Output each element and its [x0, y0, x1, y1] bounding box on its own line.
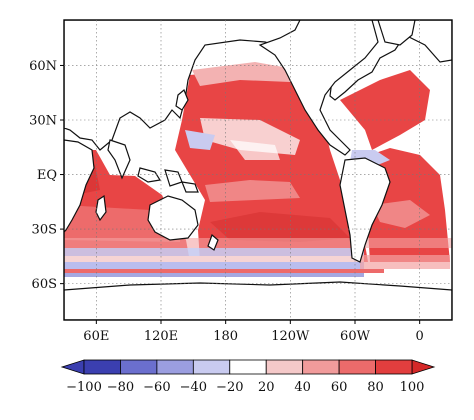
- colorbar-swatch: [120, 359, 158, 375]
- greenland-landmass: [377, 20, 416, 46]
- colorbar-tick-label: 40: [294, 380, 311, 395]
- lat-tick-label: 30N: [29, 114, 57, 129]
- colorbar-swatch: [375, 359, 413, 375]
- new-zealand-landmass: [207, 233, 219, 251]
- maritime-continent-islands: [137, 167, 161, 183]
- lon-tick-label: 0: [416, 329, 424, 344]
- colorbar-tick-label: 100: [400, 380, 425, 395]
- colorbar-swatch: [302, 359, 340, 375]
- colorbar-right-arrow: [411, 359, 436, 375]
- graticule: [64, 20, 452, 320]
- north-america-landmass: [258, 20, 379, 156]
- lat-tick-label: EQ: [37, 168, 57, 183]
- colorbar-tick-label: −40: [180, 380, 207, 395]
- colorbar-tick-label: −80: [107, 380, 134, 395]
- japan-islands: [175, 89, 189, 111]
- africa-landmass: [64, 139, 95, 233]
- lat-tick-label: 60S: [32, 277, 57, 292]
- lon-tick-label: 60W: [340, 329, 371, 344]
- colorbar-tick-label: 60: [331, 380, 348, 395]
- colorbar-tick-label: 80: [367, 380, 384, 395]
- colorbar-swatch: [338, 359, 376, 375]
- colorbar-left-arrow: [60, 359, 85, 375]
- lon-tick-label: 120E: [144, 329, 178, 344]
- colorbar-swatch: [192, 359, 231, 375]
- india-landmass: [107, 139, 131, 180]
- lon-tick-label: 180: [213, 329, 238, 344]
- lat-tick-label: 60N: [29, 59, 57, 74]
- south-america-landmass: [339, 157, 391, 263]
- colorbar-tick-label: −60: [143, 380, 170, 395]
- colorbar-tick-label: −100: [66, 380, 102, 395]
- longitude-axis: 60E 120E 180 120W 60W 0: [83, 320, 424, 344]
- colorbar-swatch: [229, 359, 267, 375]
- madagascar-island: [95, 194, 107, 222]
- lon-tick-label: 60E: [83, 329, 109, 344]
- lon-tick-label: 120W: [271, 329, 310, 344]
- colorbar-swatch: [156, 359, 194, 375]
- lat-tick-label: 30S: [32, 223, 57, 238]
- antarctica-landmass: [64, 281, 452, 320]
- latitude-axis: 60N 30N EQ 30S 60S: [29, 59, 64, 292]
- colorbar-swatch: [83, 359, 121, 375]
- colorbar: −100 −80 −60 −40 −20 20 40 60 80 100: [60, 359, 436, 395]
- colorbar-tick-label: 20: [258, 380, 275, 395]
- southern-ocean-bands: [64, 238, 452, 277]
- map-panel: [64, 20, 452, 320]
- colorbar-swatch: [265, 359, 304, 375]
- colorbar-tick-label: −20: [216, 380, 243, 395]
- map-frame: [63, 19, 453, 321]
